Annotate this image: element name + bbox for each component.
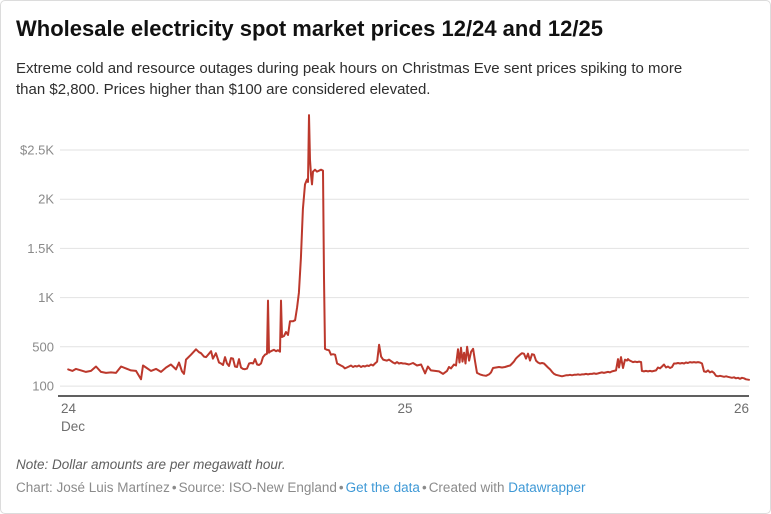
y-tick-label: 500 bbox=[32, 339, 54, 354]
price-chart: $2.5K 2K 1.5K 1K 500 100 24 25 26 Dec bbox=[1, 106, 770, 451]
get-data-link[interactable]: Get the data bbox=[345, 480, 420, 495]
chart-credit: Chart: José Luis Martínez bbox=[16, 480, 170, 495]
y-tick-label: 1K bbox=[38, 290, 54, 305]
price-line bbox=[67, 114, 750, 381]
separator-dot: • bbox=[171, 480, 177, 495]
separator-dot: • bbox=[338, 480, 344, 495]
chart-note: Note: Dollar amounts are per megawatt ho… bbox=[16, 457, 286, 472]
y-tick-label: $2.5K bbox=[20, 143, 54, 158]
price-chart-svg: $2.5K 2K 1.5K 1K 500 100 24 25 26 Dec bbox=[20, 114, 750, 434]
x-axis-month-label: Dec bbox=[61, 419, 85, 434]
datawrapper-link[interactable]: Datawrapper bbox=[508, 480, 586, 495]
chart-byline: Chart: José Luis Martínez • Source: ISO-Ne… bbox=[16, 479, 756, 497]
y-tick-label: 100 bbox=[32, 379, 54, 394]
source-credit: Source: ISO-New England bbox=[178, 480, 337, 495]
y-tick-label: 2K bbox=[38, 192, 54, 207]
chart-description: Extreme cold and resource outages during… bbox=[16, 60, 683, 98]
separator-dot: • bbox=[421, 480, 427, 495]
y-tick-label: 1.5K bbox=[27, 241, 54, 256]
chart-title: Wholesale electricity spot market prices… bbox=[16, 16, 603, 41]
x-tick-label: 24 bbox=[61, 401, 77, 416]
created-with-text: Created with bbox=[428, 480, 505, 495]
x-tick-label: 26 bbox=[734, 401, 749, 416]
x-tick-label: 25 bbox=[397, 401, 412, 416]
